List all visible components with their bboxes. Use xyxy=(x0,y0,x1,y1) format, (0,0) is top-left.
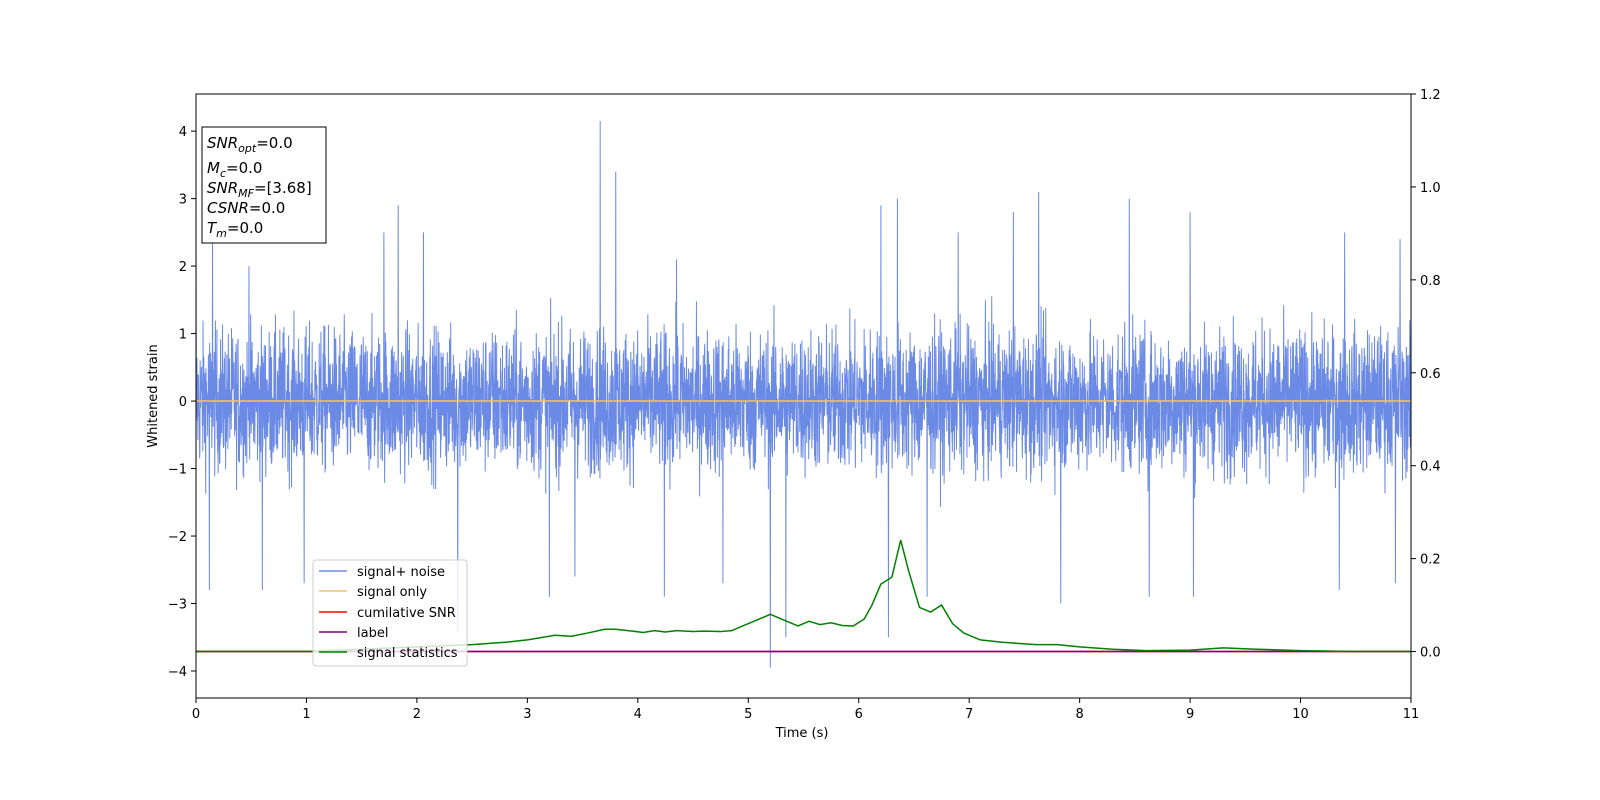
y2-tick-label: 0.8 xyxy=(1420,274,1441,289)
x-tick-label: 1 xyxy=(302,707,310,722)
x-axis: 0 1 2 3 4 5 6 7 8 9 10 11 xyxy=(192,698,1419,722)
y2-tick-label: 1.2 xyxy=(1420,88,1441,103)
x-tick-label: 4 xyxy=(634,707,642,722)
y-tick-label: 3 xyxy=(179,193,187,208)
y-tick-label: −1 xyxy=(168,463,187,478)
y-tick-label: 1 xyxy=(179,328,187,343)
y-tick-label: 0 xyxy=(179,395,187,410)
signal-noise-trace xyxy=(196,120,1411,668)
x-tick-label: 3 xyxy=(523,707,531,722)
annotation-line: Mc=0.0 xyxy=(207,159,262,180)
legend-frame xyxy=(312,559,468,667)
x-tick-label: 8 xyxy=(1075,707,1083,722)
y2-tick-label: 0.4 xyxy=(1420,460,1441,475)
legend-label-signal-only: signal only xyxy=(357,585,427,600)
x-tick-label: 9 xyxy=(1186,707,1194,722)
x-tick-label: 2 xyxy=(413,707,421,722)
x-tick-label: 10 xyxy=(1292,707,1309,722)
annotation-frame xyxy=(201,126,327,244)
series-line-signal-noise xyxy=(196,120,1411,668)
plot-frame xyxy=(195,93,1412,699)
y2-tick-label: 0.0 xyxy=(1420,646,1441,661)
series-line-signal-statistics xyxy=(196,539,1411,653)
legend: signal+ noise signal only cumilative SNR la… xyxy=(312,559,468,667)
y2-tick-label: 0.6 xyxy=(1420,367,1441,382)
annotation-line: SNRMF=[3.68] xyxy=(207,179,312,200)
annotation-line: SNRopt=0.0 xyxy=(207,134,293,155)
legend-label-signal-statistics: signal statistics xyxy=(357,646,458,661)
y-tick-label: 4 xyxy=(179,125,187,140)
x-tick-label: 0 xyxy=(192,707,200,722)
y2-tick-label: 0.2 xyxy=(1420,553,1441,568)
x-axis-label: Time (s) xyxy=(775,726,829,741)
y-tick-label: −4 xyxy=(168,665,187,680)
legend-label-signal-noise: signal+ noise xyxy=(357,565,445,580)
legend-label-cumilative-snr: cumilative SNR xyxy=(357,606,456,621)
x-tick-label: 5 xyxy=(744,707,752,722)
y-axis-right: 0.0 0.2 0.4 0.6 0.8 1.0 1.2 xyxy=(1411,88,1441,661)
y-tick-label: 2 xyxy=(179,260,187,275)
legend-label-label: label xyxy=(357,626,388,641)
y-axis-left: −4 −3 −2 −1 0 1 2 3 4 xyxy=(168,125,196,680)
y2-tick-label: 1.0 xyxy=(1420,181,1441,196)
x-tick-label: 6 xyxy=(855,707,863,722)
y-tick-label: −2 xyxy=(168,530,187,545)
y-axis-label: Whitened strain xyxy=(146,344,161,447)
x-tick-label: 7 xyxy=(965,707,973,722)
annotation-line: Tm=0.0 xyxy=(207,219,263,240)
annotation-line: CSNR=0.0 xyxy=(207,199,285,217)
y-tick-label: −3 xyxy=(168,598,187,613)
x-tick-label: 11 xyxy=(1403,707,1420,722)
